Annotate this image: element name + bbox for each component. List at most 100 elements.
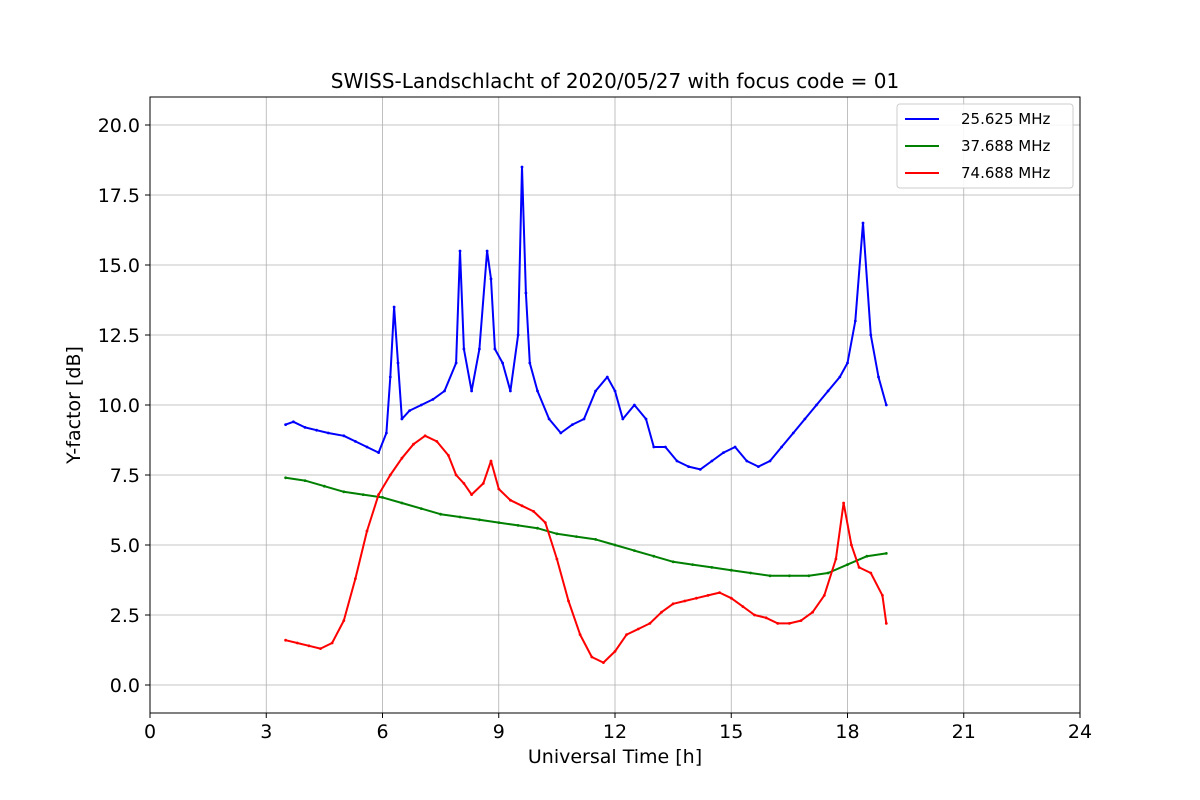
- series-1-point: [613, 389, 617, 393]
- y-tick-label: 5.0: [110, 535, 140, 557]
- series-1-point: [768, 459, 772, 463]
- x-tick-label: 24: [1068, 721, 1092, 743]
- series-1-point: [675, 459, 679, 463]
- series-1-point: [621, 417, 625, 421]
- series-2-point: [884, 552, 888, 555]
- series-1-point: [815, 403, 818, 407]
- series-1-point: [582, 417, 586, 421]
- series-1-point: [528, 361, 532, 365]
- series-1-point: [501, 361, 504, 365]
- legend-label-2: 37.688 MHz: [961, 137, 1050, 155]
- series-2-point: [342, 490, 346, 494]
- y-tick-label: 15.0: [98, 255, 140, 277]
- series-3-point: [555, 557, 559, 561]
- series-1-point: [838, 375, 842, 379]
- series-3-point: [695, 596, 698, 600]
- series-1-point: [594, 389, 597, 393]
- legend: 25.625 MHz 37.688 MHz 74.688 MHz: [896, 103, 1074, 189]
- series-1-point: [536, 389, 539, 393]
- y-tick-label: 0.0: [110, 675, 140, 697]
- series-1-group: [284, 165, 888, 471]
- y-axis-label: Y-factor [dB]: [63, 346, 85, 465]
- series-1-point: [559, 431, 563, 435]
- series-2-point: [323, 484, 326, 488]
- series-2-group: [284, 476, 888, 578]
- series-3-point: [822, 594, 826, 597]
- x-tick-label: 6: [376, 721, 388, 743]
- series-3-point: [842, 501, 845, 505]
- series-1-point: [377, 451, 380, 454]
- series-3-point: [284, 638, 287, 642]
- series-3-point: [319, 647, 322, 650]
- series-3-point: [423, 434, 427, 438]
- x-tick-label: 3: [260, 721, 272, 743]
- series-2-point: [710, 566, 714, 569]
- series-2-point: [768, 574, 772, 578]
- x-tick-label: 18: [835, 721, 859, 743]
- series-3-point: [741, 605, 745, 608]
- series-3-point: [520, 504, 524, 508]
- series-3-point: [776, 622, 780, 625]
- series-3-point: [625, 633, 628, 636]
- series-layer: [284, 165, 888, 664]
- series-2-point: [516, 524, 520, 527]
- series-2-point: [826, 571, 830, 575]
- series-3-point: [489, 459, 493, 463]
- series-1-point: [780, 445, 783, 449]
- series-1-point: [861, 221, 865, 225]
- series-1-point: [571, 423, 574, 426]
- series-2-point: [788, 574, 791, 578]
- series-1-point: [326, 431, 330, 435]
- series-2-point: [846, 563, 849, 566]
- legend-label-1: 25.625 MHz: [961, 110, 1050, 128]
- y-tick-label: 12.5: [98, 325, 140, 347]
- series-2-point: [536, 526, 539, 530]
- series-1-point: [493, 347, 497, 351]
- x-tick-label: 9: [493, 721, 505, 743]
- series-3-point: [718, 591, 721, 594]
- series-3-point: [509, 498, 512, 502]
- series-3-point: [602, 661, 605, 664]
- x-tick-label: 0: [144, 721, 156, 743]
- series-3-point: [342, 619, 346, 622]
- series-3-group: [284, 434, 888, 664]
- series-1-point: [342, 434, 346, 438]
- series-1-point: [884, 403, 888, 407]
- series-2-point: [729, 568, 733, 572]
- series-3-point: [811, 610, 814, 614]
- series-1-point: [633, 403, 636, 407]
- series-1-point: [292, 420, 295, 424]
- series-3-point: [454, 473, 458, 477]
- y-tick-label: 2.5: [110, 605, 140, 627]
- series-3-point: [683, 599, 687, 603]
- series-3-point: [481, 482, 485, 485]
- series-1-point: [284, 423, 287, 426]
- series-1-point: [698, 468, 702, 471]
- series-2-point: [613, 543, 617, 547]
- series-3-point: [435, 440, 439, 443]
- series-1-point: [516, 333, 520, 337]
- series-3-point: [648, 622, 652, 625]
- series-3-point: [850, 543, 853, 547]
- series-1-point: [605, 375, 609, 379]
- series-3-point: [834, 557, 838, 561]
- series-3-point: [543, 521, 547, 524]
- series-3-point: [295, 641, 299, 645]
- series-3-point: [447, 454, 450, 457]
- series-2-point: [284, 476, 287, 480]
- series-1-point: [458, 249, 462, 253]
- series-1-point: [400, 417, 404, 421]
- y-tick-label: 17.5: [98, 185, 140, 207]
- series-3-point: [869, 571, 873, 575]
- series-1-point: [478, 347, 481, 351]
- series-3-point: [881, 594, 884, 597]
- series-1-point: [485, 249, 489, 253]
- series-3-point: [884, 622, 888, 625]
- series-3-point: [354, 577, 357, 580]
- legend-label-3: 74.688 MHz: [961, 164, 1050, 182]
- series-1-point: [877, 375, 880, 379]
- series-2-line: [285, 476, 887, 577]
- series-2-point: [555, 532, 559, 536]
- series-1-point: [757, 465, 760, 468]
- series-1-point: [520, 165, 524, 169]
